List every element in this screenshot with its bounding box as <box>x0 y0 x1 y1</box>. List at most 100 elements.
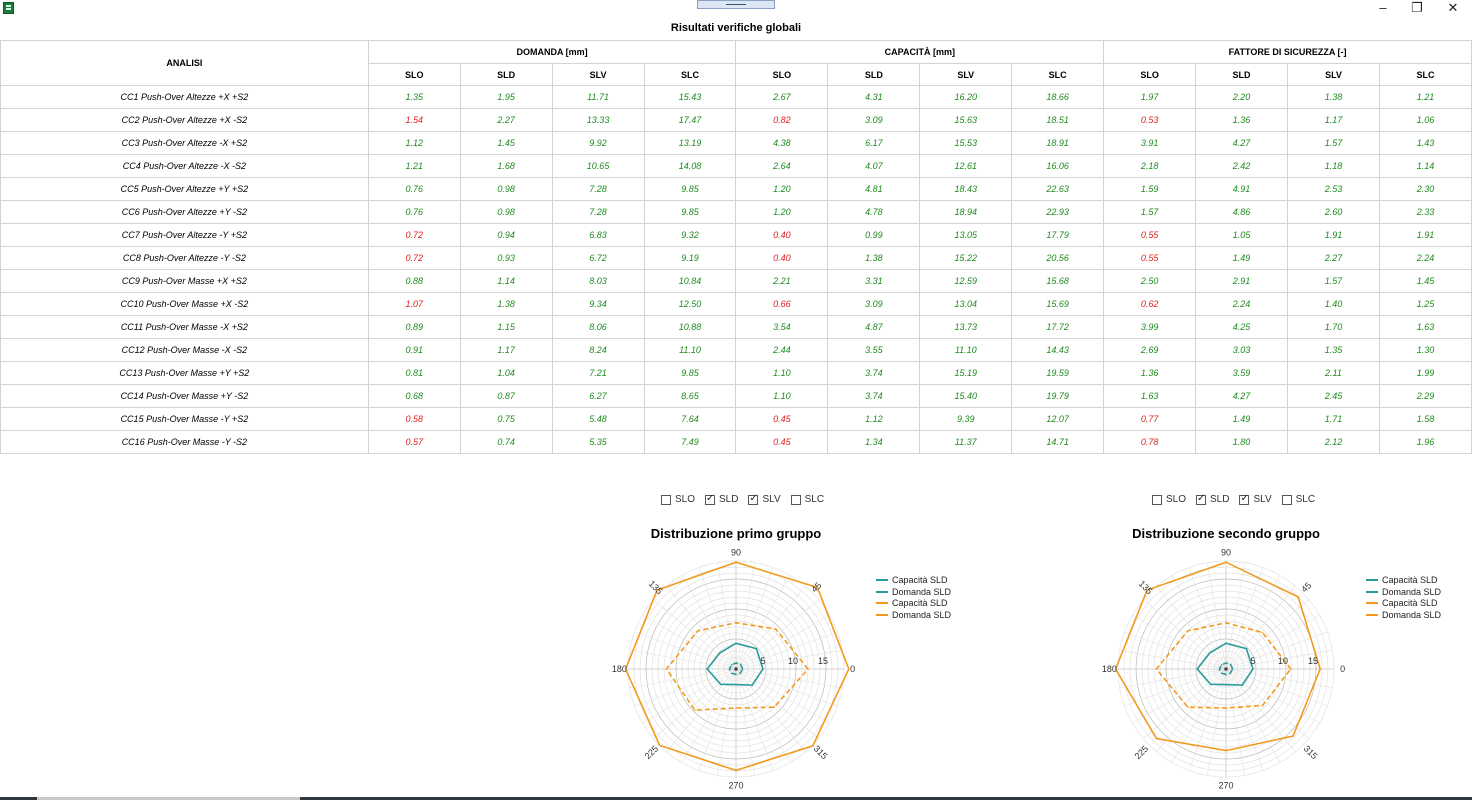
checkbox-slo[interactable] <box>661 494 671 505</box>
series-3-point <box>1187 630 1189 632</box>
table-row[interactable]: CC15 Push-Over Masse -Y +S2 0.58 0.75 5.48 7… <box>0 407 1472 431</box>
value-cell: 1.05 <box>1195 223 1289 247</box>
window-drag-handle[interactable] <box>697 0 775 9</box>
value-cell: 1.14 <box>1378 154 1472 178</box>
analysis-name-cell: CC5 Push-Over Altezze +Y +S2 <box>0 177 369 201</box>
series-1-point <box>1220 663 1223 666</box>
table-row[interactable]: CC11 Push-Over Masse -X +S2 0.89 1.15 8.06 1… <box>0 315 1472 339</box>
grid-spoke <box>735 668 838 707</box>
value-cell: 0.74 <box>459 430 553 454</box>
legend-item: Domanda SLD <box>876 586 951 598</box>
checkbox-sld[interactable] <box>1196 493 1207 505</box>
legend-item: Domanda SLD <box>1366 609 1441 621</box>
angle-tick-label: 45 <box>1299 580 1313 594</box>
value-cell: 0.87 <box>459 384 553 408</box>
value-cell: 9.34 <box>551 292 645 316</box>
legend-swatch <box>1366 602 1378 605</box>
value-cell: 1.45 <box>1378 269 1472 293</box>
value-cell: 9.19 <box>643 246 737 270</box>
group-header-fattore: FATTORE DI SICUREZZA [-] <box>1103 40 1472 64</box>
table-row[interactable]: CC9 Push-Over Masse +X +S2 0.88 1.14 8.03 10… <box>0 269 1472 293</box>
legend-label: Capacità SLD <box>1382 574 1438 585</box>
value-cell: 1.12 <box>367 131 461 155</box>
results-table: ANALISI DOMANDA [mm] CAPACITÀ [mm] FATTO… <box>0 40 1472 454</box>
value-cell: 2.27 <box>459 108 553 132</box>
value-cell: 0.68 <box>367 384 461 408</box>
series-0-point <box>719 652 721 654</box>
table-row[interactable]: CC13 Push-Over Masse +Y +S2 0.81 1.04 7.21 9… <box>0 361 1472 385</box>
value-cell: 15.19 <box>919 361 1013 385</box>
grid-spoke <box>698 668 737 771</box>
series-2-point <box>816 586 819 589</box>
table-row[interactable]: CC14 Push-Over Masse +Y -S2 0.68 0.87 6.27 8… <box>0 384 1472 408</box>
legend-swatch <box>1366 590 1378 593</box>
close-button[interactable]: ✕ <box>1447 0 1459 15</box>
value-cell: 0.57 <box>367 430 461 454</box>
analysis-name-cell: CC3 Push-Over Altezze -X +S2 <box>0 131 369 155</box>
angle-tick-label: 90 <box>731 547 741 557</box>
legend-item: Capacità SLD <box>1366 574 1441 586</box>
value-cell: 0.62 <box>1103 292 1197 316</box>
value-cell: 17.72 <box>1011 315 1105 339</box>
value-cell: 0.66 <box>735 292 829 316</box>
value-cell: 2.91 <box>1195 269 1289 293</box>
checkbox-slc[interactable] <box>790 494 801 505</box>
table-row[interactable]: CC4 Push-Over Altezze -X -S2 1.21 1.68 10.6… <box>0 154 1472 178</box>
analysis-name-cell: CC10 Push-Over Masse +X -S2 <box>0 292 369 316</box>
checkbox-slv[interactable] <box>748 493 759 505</box>
series-1-point <box>739 672 742 675</box>
value-cell: 9.85 <box>643 177 737 201</box>
value-cell: 1.35 <box>367 85 461 109</box>
checkbox-slo[interactable] <box>1152 494 1162 505</box>
table-row[interactable]: CC6 Push-Over Altezze +Y -S2 0.76 0.98 7.28… <box>0 200 1472 224</box>
table-row[interactable]: CC3 Push-Over Altezze -X +S2 1.12 1.45 9.92… <box>0 131 1472 155</box>
radial-tick-label: 10 <box>1278 656 1288 666</box>
horizontal-scrollbar[interactable] <box>0 797 1472 800</box>
value-cell: 15.68 <box>1011 269 1105 293</box>
grid-spoke <box>681 575 737 670</box>
grid-spoke <box>1119 668 1227 689</box>
value-cell: 8.06 <box>551 315 645 339</box>
value-cell: 16.06 <box>1011 154 1105 178</box>
series-3-point <box>665 668 668 670</box>
value-cell: 2.27 <box>1287 246 1380 270</box>
legend-swatch <box>1366 578 1378 581</box>
value-cell: 0.58 <box>367 407 461 431</box>
value-cell: 19.59 <box>1011 361 1105 385</box>
table-row[interactable]: CC2 Push-Over Altezze +X -S2 1.54 2.27 13.3… <box>0 108 1472 132</box>
minimize-button[interactable]: – <box>1379 0 1387 15</box>
column-header-sld: SLD <box>827 63 921 86</box>
grid-spoke <box>1225 668 1320 724</box>
value-cell: 1.34 <box>827 430 921 454</box>
checkbox-sld[interactable] <box>705 493 716 505</box>
chart2-state-checkboxes: SLO SLD SLV SLC <box>1152 493 1325 505</box>
value-cell: 2.67 <box>735 85 829 109</box>
value-cell: 3.55 <box>827 338 921 362</box>
table-row[interactable]: CC12 Push-Over Masse -X -S2 0.91 1.17 8.24 1… <box>0 338 1472 362</box>
table-row[interactable]: CC8 Push-Over Altezze -Y -S2 0.72 0.93 6.72… <box>0 246 1472 270</box>
table-row[interactable]: CC16 Push-Over Masse -Y -S2 0.57 0.74 5.35 7… <box>0 430 1472 454</box>
table-row[interactable]: CC7 Push-Over Altezze -Y +S2 0.72 0.94 6.83… <box>0 223 1472 247</box>
value-cell: 1.06 <box>1378 108 1472 132</box>
grid-spoke <box>1225 586 1296 670</box>
value-cell: 1.40 <box>1287 292 1380 316</box>
checkbox-slv[interactable] <box>1239 493 1250 505</box>
checkbox-slc[interactable] <box>1281 494 1292 505</box>
scrollbar-thumb[interactable] <box>37 797 300 800</box>
value-cell: 11.10 <box>643 338 737 362</box>
checkbox-label: SLV <box>762 494 781 505</box>
table-row[interactable]: CC5 Push-Over Altezze +Y +S2 0.76 0.98 7.28… <box>0 177 1472 201</box>
series-0-point <box>1196 668 1198 670</box>
value-cell: 2.45 <box>1287 384 1380 408</box>
value-cell: 1.12 <box>827 407 921 431</box>
grid-spoke <box>1225 567 1264 670</box>
restore-button[interactable]: ❐ <box>1411 0 1423 15</box>
value-cell: 1.38 <box>1287 85 1380 109</box>
table-row[interactable]: CC10 Push-Over Masse +X -S2 1.07 1.38 9.34 1… <box>0 292 1472 316</box>
chart1-polar-plot: 0 45 90 135 180 225 270 315 5 10 15 <box>612 547 855 790</box>
value-cell: 7.28 <box>551 177 645 201</box>
table-row[interactable]: CC1 Push-Over Altezze +X +S2 1.35 1.95 11.7… <box>0 85 1472 109</box>
value-cell: 0.55 <box>1103 223 1197 247</box>
grid-spoke <box>735 649 843 670</box>
value-cell: 0.98 <box>459 177 553 201</box>
